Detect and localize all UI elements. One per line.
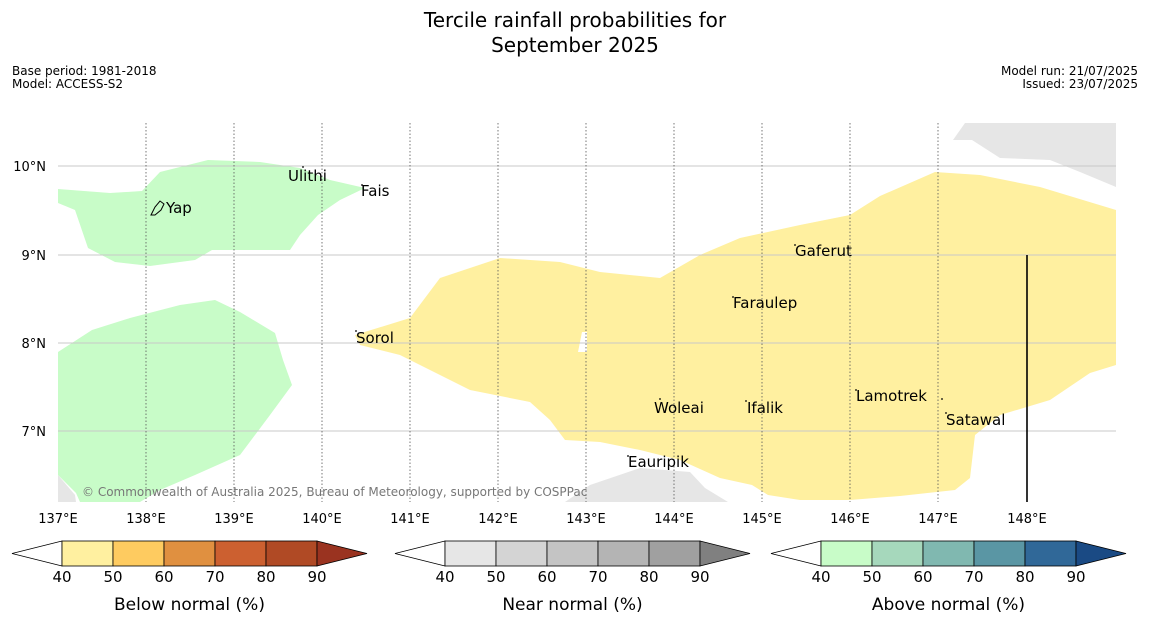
below-normal-colorbar-segment [214,540,267,567]
colorbars: 40 50 60 70 80 90 Below normal (%) 40 50 60 70 80 90… [11,540,1127,615]
island-dots [302,166,947,457]
model-text: Model: ACCESS-S2 [12,77,124,91]
lon-gridlines [145,123,939,502]
below-normal-colorbar-tick: 60 [154,568,173,586]
lon-tick-labels: 137°E 138°E 139°E 140°E 141°E 142°E 143°… [38,512,1047,527]
below-normal-colorbar-tick: 70 [205,568,224,586]
below-normal-colorbar-under-arrow [11,540,63,567]
near-normal-colorbar-tick: 60 [537,568,556,586]
issued-text: Issued: 23/07/2025 [1022,77,1138,91]
below-normal-colorbar-tick: 40 [52,568,71,586]
place-gaferut: Gaferut [795,242,852,260]
lat-tick-8n: 8°N [22,337,47,352]
above-normal-colorbar-segment [820,540,873,567]
place-faraulep: Faraulep [733,294,797,312]
place-eauripik: Eauripik [628,453,689,471]
below-normal-colorbar-title: Below normal (%) [114,595,265,615]
near-normal-region-s [565,468,728,502]
lon-tick-138e: 138°E [126,512,166,527]
lon-tick-142e: 142°E [478,512,518,527]
above-normal-colorbar-segment [973,540,1026,567]
below-normal-colorbar-segment [61,540,114,567]
below-normal-colorbar-segment [112,540,165,567]
place-ulithi: Ulithi [288,167,327,185]
near-normal-colorbar-tick: 50 [486,568,505,586]
below-normal-region [355,172,1116,500]
lon-tick-148e: 148°E [1007,512,1047,527]
above-normal-colorbar-tick: 70 [964,568,983,586]
below-normal-colorbar: 40 50 60 70 80 90 Below normal (%) [11,540,368,615]
title-line-2: September 2025 [491,33,659,57]
above-normal-colorbar-under-arrow [770,540,822,567]
near-normal-colorbar-segment [495,540,548,567]
lon-tick-144e: 144°E [654,512,694,527]
below-normal-colorbar-tick: 80 [256,568,275,586]
lat-tick-10n: 10°N [13,160,46,175]
near-normal-colorbar-tick: 40 [435,568,454,586]
title-line-1: Tercile rainfall probabilities for [423,8,727,32]
near-normal-colorbar-tick: 80 [639,568,658,586]
lat-tick-9n: 9°N [22,249,47,264]
above-normal-colorbar-tick: 90 [1066,568,1085,586]
copyright-credit: © Commonwealth of Australia 2025, Bureau… [82,485,587,499]
below-normal-colorbar-segment [163,540,216,567]
lon-tick-145e: 145°E [742,512,782,527]
lon-tick-137e: 137°E [38,512,78,527]
lat-tick-7n: 7°N [22,425,47,440]
above-normal-colorbar-tick: 60 [913,568,932,586]
lon-tick-146e: 146°E [830,512,870,527]
above-normal-colorbar-over-arrow [1075,540,1127,567]
near-normal-region-ne [953,123,1116,187]
above-normal-colorbar-tick: 80 [1015,568,1034,586]
place-fais: Fais [361,182,390,200]
above-normal-region-north [58,160,365,266]
above-normal-colorbar: 40 50 60 70 80 90 Above normal (%) [770,540,1127,615]
near-normal-colorbar-segment [444,540,497,567]
above-normal-colorbar-segment [922,540,975,567]
above-normal-colorbar-title: Above normal (%) [872,595,1025,615]
map-area: Ulithi Fais Yap Gaferut Faraulep Sorol L… [58,123,1116,502]
yap-island-outline [150,200,165,216]
near-normal-colorbar-segment [648,540,701,567]
near-normal-colorbar: 40 50 60 70 80 90 Near normal (%) [394,540,751,615]
near-normal-colorbar-over-arrow [699,540,751,567]
above-normal-colorbar-tick: 50 [862,568,881,586]
above-normal-colorbar-segment [1024,540,1077,567]
near-normal-colorbar-under-arrow [394,540,446,567]
above-normal-colorbar-segment [871,540,924,567]
map-title: Tercile rainfall probabilities for Septe… [0,8,1150,58]
lon-tick-140e: 140°E [302,512,342,527]
below-normal-colorbar-tick: 50 [103,568,122,586]
place-ifalik: Ifalik [747,399,783,417]
lon-tick-139e: 139°E [214,512,254,527]
near-normal-colorbar-title: Near normal (%) [502,595,642,615]
place-yap: Yap [165,199,192,217]
lat-tick-labels: 10°N 9°N 8°N 7°N [13,160,46,440]
place-woleai: Woleai [654,399,704,417]
missing-data-patch [578,332,587,352]
below-normal-colorbar-segment [265,540,318,567]
model-run-text: Model run: 21/07/2025 [1000,64,1138,78]
place-satawal: Satawal [946,411,1005,429]
below-normal-colorbar-tick: 90 [307,568,326,586]
meta-left: Base period: 1981-2018 Model: ACCESS-S2 [12,65,157,91]
near-normal-region-sw [58,475,76,502]
lon-tick-147e: 147°E [918,512,958,527]
near-normal-colorbar-tick: 70 [588,568,607,586]
meta-right: Model run: 21/07/2025 Issued: 23/07/2025 [1001,65,1138,91]
above-normal-colorbar-tick: 40 [811,568,830,586]
place-lamotrek: Lamotrek [856,387,927,405]
lon-tick-143e: 143°E [566,512,606,527]
near-normal-colorbar-segment [597,540,650,567]
near-normal-colorbar-tick: 90 [690,568,709,586]
base-period-text: Base period: 1981-2018 [12,64,157,78]
near-normal-colorbar-segment [546,540,599,567]
place-sorol: Sorol [356,329,394,347]
lon-tick-141e: 141°E [390,512,430,527]
above-normal-region-south [58,300,292,502]
below-normal-colorbar-over-arrow [316,540,368,567]
